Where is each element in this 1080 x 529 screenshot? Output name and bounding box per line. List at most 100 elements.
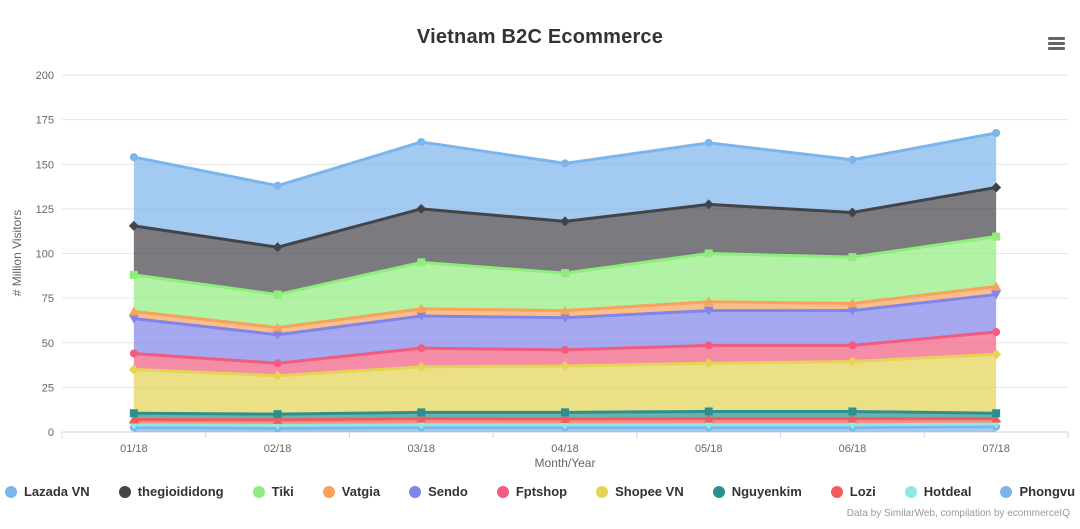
marker-shopee-vn-06/18: [847, 356, 858, 367]
marker-vatgia-06/18: [847, 298, 858, 308]
legend-marker-hotdeal: [904, 485, 917, 498]
legend-label-lozi: Lozi: [849, 484, 876, 499]
marker-vatgia-04/18: [560, 305, 570, 315]
marker-lozi-07/18: [991, 413, 1002, 423]
marker-sendo-02/18: [272, 330, 283, 340]
marker-vatgia-03/18: [416, 303, 427, 313]
x-axis-title: Month/Year: [534, 456, 596, 470]
legend-item-thegioididong[interactable]: thegioididong: [118, 484, 224, 499]
marker-fptshop-06/18: [848, 341, 857, 350]
y-tick-label-150: 150: [36, 159, 54, 171]
marker-nguyenkim-04/18: [561, 408, 569, 417]
marker-shopee-vn-02/18: [272, 370, 283, 381]
legend-item-vatgia[interactable]: Vatgia: [322, 484, 380, 499]
marker-tiki-02/18: [273, 290, 282, 299]
hamburger-icon: [1048, 42, 1065, 45]
marker-tiki-01/18: [129, 270, 138, 279]
marker-tiki-05/18: [704, 249, 713, 258]
legend-marker-sendo: [409, 485, 422, 498]
marker-tiki-06/18: [848, 253, 857, 262]
y-tick-label-0: 0: [48, 427, 54, 439]
marker-hotdeal-05/18: [703, 420, 714, 430]
marker-hotdeal-04/18: [560, 420, 570, 430]
marker-nguyenkim-03/18: [417, 408, 426, 417]
marker-lozi-05/18: [703, 413, 714, 423]
y-tick-label-50: 50: [42, 338, 54, 350]
marker-lozi-06/18: [847, 413, 858, 423]
x-tick-label-03/18: 03/18: [408, 443, 436, 455]
legend-item-nguyenkim[interactable]: Nguyenkim: [712, 484, 802, 499]
legend-marker-lozi: [830, 485, 843, 498]
marker-nguyenkim-07/18: [992, 409, 1001, 418]
marker-nguyenkim-05/18: [704, 407, 713, 416]
legend-item-lozi[interactable]: Lozi: [830, 484, 876, 499]
y-tick-label-200: 200: [36, 70, 54, 82]
marker-fptshop-05/18: [704, 341, 713, 350]
marker-lozi-01/18: [128, 414, 139, 424]
marker-lozi-02/18: [272, 414, 283, 424]
credits[interactable]: Data by SimilarWeb, compilation by ecomm…: [846, 508, 1070, 519]
marker-lozi-03/18: [416, 413, 427, 423]
marker-sendo-01/18: [128, 314, 139, 324]
legend-marker-shopee-vn: [596, 485, 609, 498]
x-tick-label-01/18: 01/18: [120, 443, 148, 455]
legend-item-phongvu[interactable]: Phongvu: [1000, 484, 1075, 499]
x-tick-label-04/18: 04/18: [551, 443, 579, 455]
marker-sendo-05/18: [703, 306, 714, 316]
marker-thegioididong-01/18: [128, 220, 139, 231]
marker-fptshop-04/18: [561, 345, 569, 354]
area-shopee-vn: [133, 354, 997, 415]
y-tick-label-125: 125: [36, 204, 54, 216]
marker-sendo-07/18: [991, 290, 1002, 300]
marker-shopee-vn-05/18: [703, 358, 714, 369]
x-tick-label-07/18: 07/18: [982, 443, 1010, 455]
marker-lazada-vn-02/18: [273, 181, 282, 190]
marker-lozi-04/18: [560, 413, 570, 423]
legend-label-thegioididong: thegioididong: [137, 484, 224, 499]
legend-item-tiki[interactable]: Tiki: [252, 484, 294, 499]
marker-fptshop-07/18: [992, 328, 1001, 337]
y-tick-label-100: 100: [36, 249, 54, 261]
marker-thegioididong-05/18: [703, 199, 714, 210]
legend-label-tiki: Tiki: [271, 484, 294, 499]
marker-nguyenkim-02/18: [273, 410, 282, 419]
marker-vatgia-01/18: [128, 306, 139, 316]
area-thegioididong: [133, 187, 997, 295]
legend-item-lazada-vn[interactable]: Lazada VN: [4, 484, 90, 499]
chart-title: Vietnam B2C Ecommerce: [416, 26, 664, 48]
x-tick-label-05/18: 05/18: [695, 443, 723, 455]
marker-sendo-04/18: [560, 313, 570, 323]
hamburger-icon: [1048, 47, 1065, 50]
marker-lazada-vn-03/18: [417, 137, 426, 146]
legend-item-fptshop[interactable]: Fptshop: [496, 484, 567, 499]
marker-hotdeal-03/18: [416, 420, 427, 430]
marker-tiki-07/18: [992, 232, 1001, 241]
y-tick-label-75: 75: [42, 293, 54, 305]
marker-fptshop-02/18: [273, 359, 282, 368]
marker-nguyenkim-06/18: [848, 407, 857, 416]
chart-context-menu-button[interactable]: [1048, 37, 1065, 50]
marker-vatgia-05/18: [703, 296, 714, 306]
legend-label-phongvu: Phongvu: [1019, 484, 1076, 499]
legend-item-shopee-vn[interactable]: Shopee VN: [596, 484, 684, 499]
marker-tiki-03/18: [417, 258, 426, 267]
area-fptshop: [133, 332, 997, 376]
legend-item-sendo[interactable]: Sendo: [409, 484, 468, 499]
legend-marker-fptshop: [496, 485, 509, 498]
marker-vatgia-07/18: [991, 281, 1002, 291]
legend-marker-vatgia: [322, 485, 335, 498]
legend-item-hotdeal[interactable]: Hotdeal: [904, 484, 972, 499]
marker-sendo-06/18: [847, 306, 858, 316]
hamburger-icon: [1048, 37, 1065, 40]
legend-label-hotdeal: Hotdeal: [923, 484, 972, 499]
legend-label-shopee-vn: Shopee VN: [615, 484, 684, 499]
marker-thegioididong-03/18: [416, 203, 427, 214]
marker-sendo-03/18: [416, 311, 427, 321]
y-tick-label-25: 25: [42, 382, 54, 394]
legend-label-sendo: Sendo: [428, 484, 468, 499]
marker-tiki-04/18: [561, 269, 569, 278]
marker-lazada-vn-01/18: [129, 153, 138, 162]
marker-nguyenkim-01/18: [129, 409, 138, 418]
